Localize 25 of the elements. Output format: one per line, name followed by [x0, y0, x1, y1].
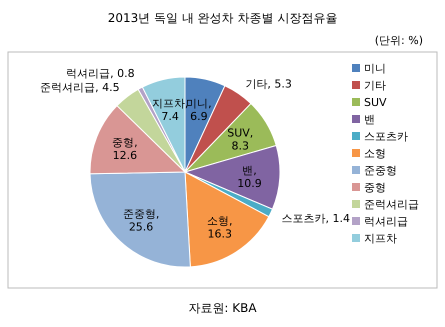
legend-label: 준럭셔리급 [364, 198, 419, 211]
data-label: 준중형, 25.6 [122, 207, 160, 234]
data-label: 미니, 6.9 [186, 96, 212, 123]
data-label: 지프차, 7.4 [152, 97, 188, 124]
legend-label: 준중형 [364, 164, 397, 177]
legend-label: 중형 [364, 181, 386, 194]
legend-label: 밴 [364, 113, 375, 126]
data-label: 럭셔리급, 0.8 [66, 67, 135, 80]
legend-label: SUV [364, 96, 388, 109]
data-label: 밴, 10.9 [237, 164, 262, 190]
data-label: SUV, 8.3 [227, 126, 254, 153]
legend-label: 기타 [364, 79, 386, 92]
text: 자료원: KBA [188, 301, 258, 315]
data-label: 스포츠카, 1.4 [282, 212, 350, 226]
data-label: 기타, 5.3 [245, 78, 292, 91]
data-label: 준럭셔리급, 4.5 [40, 81, 120, 94]
legend-label: 지프차 [364, 232, 397, 245]
legend-label: 소형 [364, 147, 386, 160]
chart-title: 2013년 독일 내 완성차 차종별 시장점유율 [108, 11, 338, 25]
data-label: 중형, 12.6 [112, 136, 138, 162]
legend-label: 스포츠카 [364, 130, 408, 143]
legend-label: 미니 [364, 62, 386, 75]
data-label: 소형, 16.3 [207, 214, 233, 240]
legend-label: 럭셔리급 [364, 215, 408, 228]
chart-subtitle: (단위: %) [374, 34, 423, 47]
